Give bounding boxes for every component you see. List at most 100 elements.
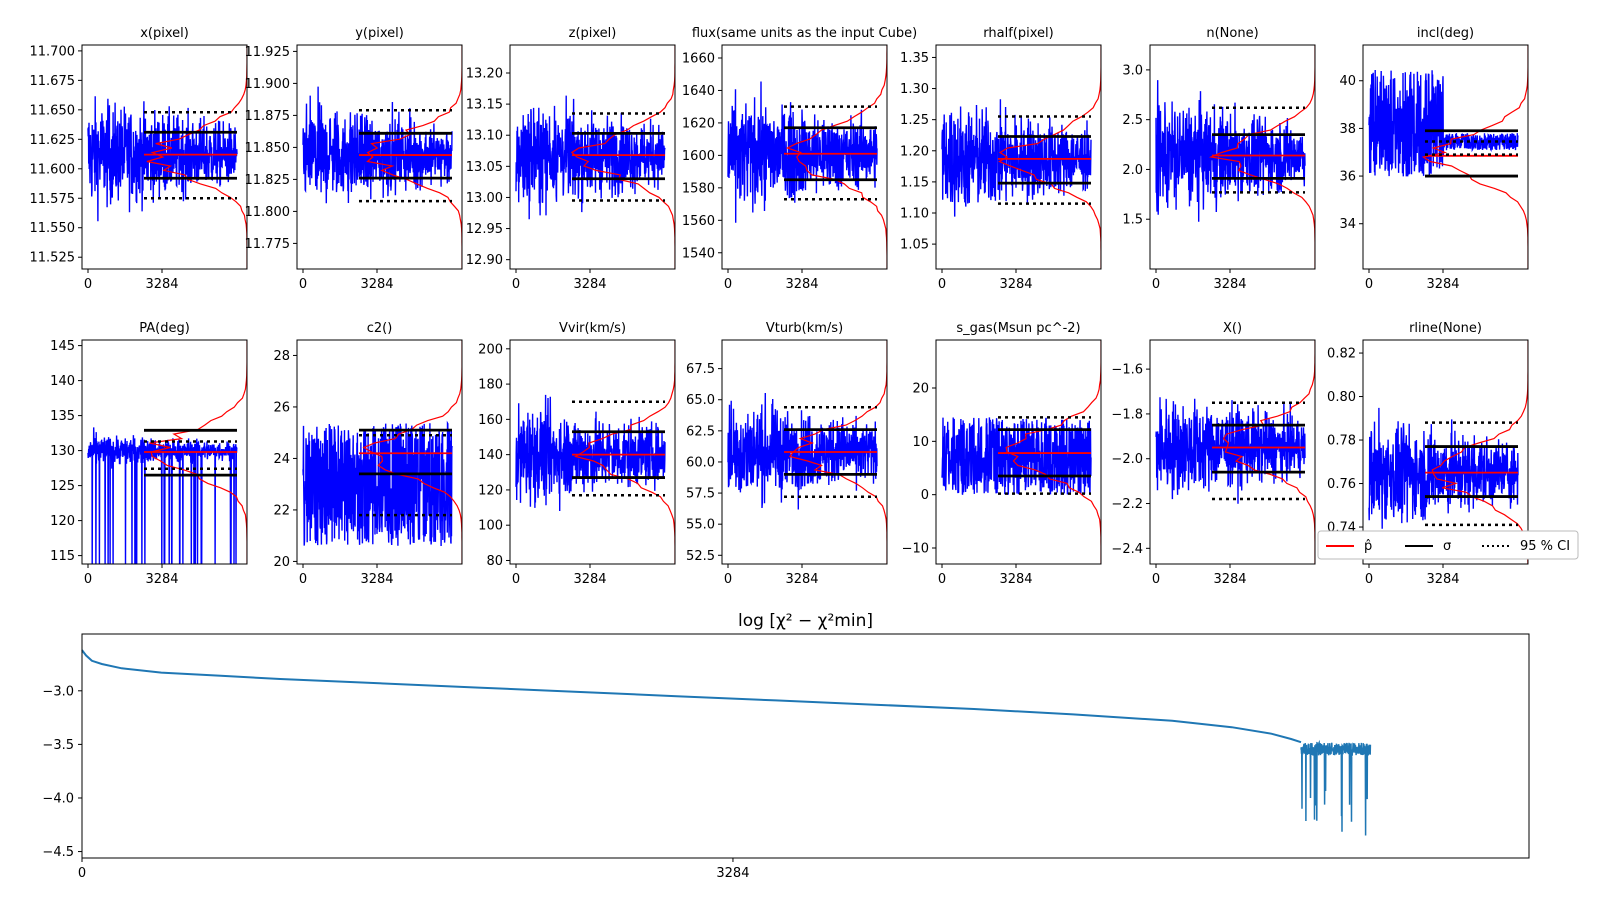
trace-line <box>515 394 666 512</box>
legend-box <box>1317 530 1579 560</box>
axes-frame <box>81 44 248 270</box>
trace-line <box>727 81 878 223</box>
trace-line <box>941 417 1092 495</box>
x-tick-label: 3284 <box>360 277 393 292</box>
y-tick-label: 36 <box>1339 170 1356 185</box>
x-tick-label: 3284 <box>145 277 178 292</box>
y-tick-label: 1580 <box>682 181 715 196</box>
x-tick-label: 0 <box>512 277 520 292</box>
posterior-histogram <box>785 45 887 269</box>
trace-line <box>1368 69 1519 177</box>
x-tick-label: 3284 <box>145 572 178 587</box>
y-tick-label: 55.0 <box>686 518 715 533</box>
trace-panel-0: x(pixel) 11.525 11.550 11.575 11.600 11.625 11… <box>30 26 248 292</box>
trace-group <box>87 45 247 269</box>
y-tick-label: 11.575 <box>30 192 76 207</box>
trace-line <box>727 392 878 510</box>
trace-group <box>1155 340 1315 564</box>
trace-panel-5: n(None) 1.5 2.0 2.5 3.0 0 3284 <box>1122 26 1316 292</box>
trace-line <box>1155 397 1306 504</box>
trace-panel-8: c2() 20 22 24 26 28 0 3284 <box>273 321 463 587</box>
y-tick-label: 1600 <box>682 149 715 164</box>
y-tick-label: 13.00 <box>466 191 503 206</box>
y-tick-label: −1.8 <box>1111 407 1143 422</box>
chi2-y-tick-label: −4.5 <box>42 845 74 860</box>
trace-group <box>941 340 1101 564</box>
trace-line <box>302 86 453 204</box>
y-tick-label: 13.15 <box>466 98 503 113</box>
x-tick-label: 3284 <box>1426 572 1459 587</box>
trace-line <box>87 96 238 222</box>
panel-title: s_gas(Msun pc^-2) <box>956 321 1080 336</box>
y-tick-label: 0 <box>921 488 929 503</box>
y-tick-label: 0.78 <box>1327 434 1356 449</box>
y-tick-label: −2.4 <box>1111 542 1143 557</box>
y-tick-label: −1.6 <box>1111 363 1143 378</box>
x-tick-label: 0 <box>299 277 307 292</box>
panel-title: Vvir(km/s) <box>559 321 626 336</box>
chi2-y-tick-label: −3.5 <box>42 738 74 753</box>
y-tick-label: 11.650 <box>30 103 76 118</box>
panel-title: flux(same units as the input Cube) <box>692 26 917 41</box>
y-tick-label: 11.900 <box>245 77 291 92</box>
y-tick-label: 11.825 <box>245 173 291 188</box>
panel-title: y(pixel) <box>355 26 404 41</box>
axes-frame <box>1362 339 1529 565</box>
chi2-axes-frame <box>81 633 1530 859</box>
y-tick-label: 160 <box>478 413 503 428</box>
y-tick-label: 11.525 <box>30 251 76 266</box>
y-tick-label: 80 <box>486 554 503 569</box>
x-tick-label: 3284 <box>1426 277 1459 292</box>
y-tick-label: 100 <box>478 519 503 534</box>
y-tick-label: 130 <box>50 444 75 459</box>
trace-group <box>727 340 887 564</box>
y-tick-label: 1.25 <box>900 113 929 128</box>
trace-panel-3: flux(same units as the input Cube) 1540 15… <box>682 26 917 292</box>
y-tick-label: 0.76 <box>1327 477 1356 492</box>
y-tick-label: 1660 <box>682 51 715 66</box>
y-tick-label: 1640 <box>682 84 715 99</box>
trace-panel-6: incl(deg) 34 36 38 40 0 3284 <box>1339 26 1529 292</box>
trace-panel-2: z(pixel) 12.90 12.95 13.00 13.05 13.10 13.15 13… <box>466 26 676 292</box>
y-tick-label: 20 <box>273 555 290 570</box>
y-tick-label: 120 <box>478 483 503 498</box>
y-tick-label: 200 <box>478 342 503 357</box>
axes-frame <box>935 339 1102 565</box>
y-tick-label: 180 <box>478 378 503 393</box>
trace-line <box>515 95 666 220</box>
x-tick-label: 0 <box>84 572 92 587</box>
x-tick-label: 3284 <box>999 277 1032 292</box>
x-tick-label: 0 <box>938 572 946 587</box>
y-tick-label: 3.0 <box>1122 63 1143 78</box>
trace-group <box>1368 340 1528 564</box>
y-tick-label: 38 <box>1339 122 1356 137</box>
y-tick-label: 24 <box>273 452 290 467</box>
x-tick-label: 3284 <box>785 277 818 292</box>
axes-frame <box>509 44 676 270</box>
panel-title: n(None) <box>1206 26 1258 41</box>
y-tick-label: 22 <box>273 503 290 518</box>
y-tick-label: 120 <box>50 514 75 529</box>
y-tick-label: 11.550 <box>30 221 76 236</box>
y-tick-label: 11.800 <box>245 205 291 220</box>
y-tick-label: 20 <box>912 382 929 397</box>
chi2-noise <box>1300 739 1372 836</box>
axes-frame <box>81 339 248 565</box>
y-tick-label: 125 <box>50 479 75 494</box>
trace-panel-9: Vvir(km/s) 80 100 120 140 160 180 200 0 3284 <box>478 321 676 587</box>
y-tick-label: 13.05 <box>466 160 503 175</box>
y-tick-label: 11.925 <box>245 45 291 60</box>
chi2-panel: log [χ² − χ²min] −3.0 −3.5 −4.0 −4.5 0 3284 <box>42 611 1530 881</box>
y-tick-label: 13.20 <box>466 67 503 82</box>
panel-title: c2() <box>367 321 393 336</box>
trace-group <box>1368 45 1528 269</box>
y-tick-label: 62.5 <box>686 424 715 439</box>
y-tick-label: 1540 <box>682 246 715 261</box>
x-tick-label: 0 <box>512 572 520 587</box>
legend-label-1: σ <box>1443 539 1451 554</box>
y-tick-label: 11.600 <box>30 162 76 177</box>
y-tick-label: 140 <box>50 374 75 389</box>
trace-panel-11: s_gas(Msun pc^-2) −10 0 10 20 0 3284 <box>902 321 1102 587</box>
trace-group <box>727 45 887 269</box>
